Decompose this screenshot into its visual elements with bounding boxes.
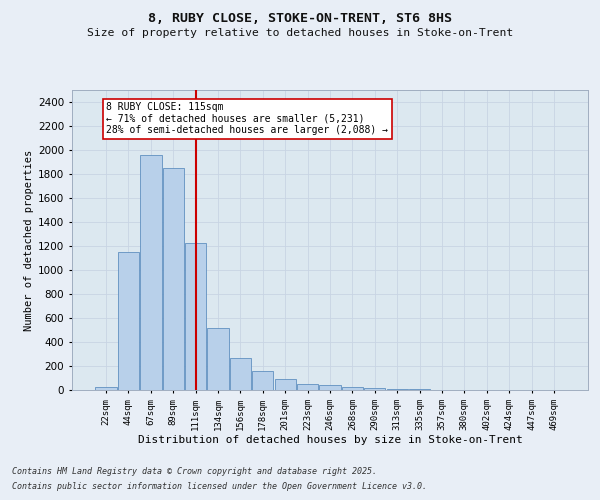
Bar	[364, 388, 385, 390]
Bar	[140, 155, 161, 390]
Bar	[275, 379, 296, 390]
Text: Size of property relative to detached houses in Stoke-on-Trent: Size of property relative to detached ho…	[87, 28, 513, 38]
Bar	[386, 389, 408, 390]
Bar	[230, 358, 251, 390]
Y-axis label: Number of detached properties: Number of detached properties	[24, 150, 34, 330]
Bar	[208, 328, 229, 390]
Bar	[252, 372, 274, 390]
Bar	[342, 387, 363, 390]
Bar	[185, 243, 206, 390]
Bar	[319, 385, 341, 390]
Text: Contains HM Land Registry data © Crown copyright and database right 2025.: Contains HM Land Registry data © Crown c…	[12, 467, 377, 476]
Bar	[297, 384, 318, 390]
Text: 8 RUBY CLOSE: 115sqm
← 71% of detached houses are smaller (5,231)
28% of semi-de: 8 RUBY CLOSE: 115sqm ← 71% of detached h…	[106, 102, 388, 135]
Bar	[118, 252, 139, 390]
Text: 8, RUBY CLOSE, STOKE-ON-TRENT, ST6 8HS: 8, RUBY CLOSE, STOKE-ON-TRENT, ST6 8HS	[148, 12, 452, 26]
Text: Contains public sector information licensed under the Open Government Licence v3: Contains public sector information licen…	[12, 482, 427, 491]
Bar	[95, 386, 117, 390]
X-axis label: Distribution of detached houses by size in Stoke-on-Trent: Distribution of detached houses by size …	[137, 436, 523, 446]
Bar	[163, 168, 184, 390]
